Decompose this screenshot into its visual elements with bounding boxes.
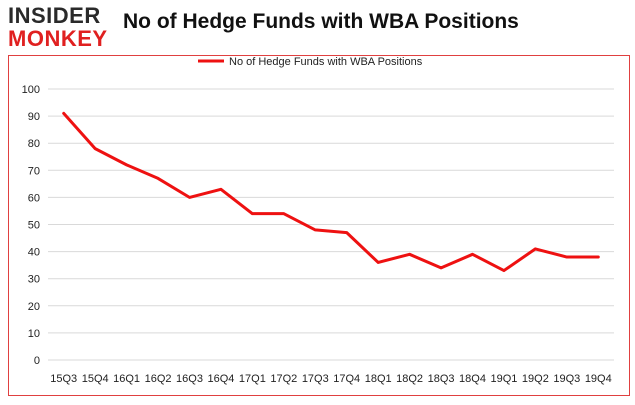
insider-monkey-logo: INSIDER MONKEY: [8, 5, 118, 53]
y-tick-label: 80: [28, 138, 40, 150]
data-point: [471, 253, 474, 256]
x-tick-label: 16Q4: [207, 373, 234, 385]
series-group: [62, 111, 600, 273]
x-tick-label: 17Q2: [270, 373, 297, 385]
y-tick-label: 30: [28, 274, 40, 286]
x-tick-label: 19Q1: [490, 373, 517, 385]
y-tick-label: 90: [28, 111, 40, 123]
data-point: [93, 147, 97, 150]
data-point: [156, 177, 160, 180]
x-tick-label: 18Q1: [365, 373, 392, 385]
x-tick-label: 15Q3: [50, 373, 77, 385]
y-axis-ticks: 0 10 20 30 40 50 60 70 80 90 100: [22, 84, 40, 367]
data-point: [534, 247, 537, 251]
data-point: [282, 212, 286, 215]
data-point: [408, 253, 411, 256]
x-tick-label: 16Q2: [145, 373, 172, 385]
y-tick-label: 20: [28, 301, 40, 313]
data-point: [502, 269, 506, 272]
x-tick-label: 18Q4: [459, 373, 486, 385]
data-point: [565, 255, 569, 259]
series-line: [62, 111, 600, 273]
data-point: [188, 196, 191, 199]
x-tick-label: 18Q3: [428, 373, 455, 385]
chart-title: No of Hedge Funds with WBA Positions: [123, 10, 519, 33]
data-point: [597, 255, 600, 259]
x-tick-label: 16Q3: [176, 373, 203, 385]
y-tick-label: 70: [28, 165, 40, 177]
y-tick-label: 10: [28, 328, 40, 340]
data-point: [314, 228, 317, 232]
x-tick-label: 19Q2: [522, 373, 549, 385]
y-tick-label: 0: [34, 355, 40, 367]
legend-label: No of Hedge Funds with WBA Positions: [229, 56, 423, 68]
y-tick-label: 40: [28, 247, 40, 259]
x-tick-label: 19Q3: [553, 373, 580, 385]
header: INSIDER MONKEY No of Hedge Funds with WB…: [0, 0, 635, 55]
logo-line-1: INSIDER: [8, 3, 101, 28]
x-tick-label: 16Q1: [113, 373, 140, 385]
x-tick-label: 18Q2: [396, 373, 423, 385]
data-point: [125, 163, 128, 167]
data-point: [62, 112, 65, 115]
y-tick-label: 50: [28, 220, 40, 232]
data-point: [376, 261, 380, 264]
chart-border: [8, 55, 630, 396]
legend: No of Hedge Funds with WBA Positions: [198, 56, 423, 68]
data-point: [439, 266, 443, 270]
x-tick-label: 17Q4: [333, 373, 360, 385]
data-point: [345, 231, 348, 234]
x-tick-label: 19Q4: [585, 373, 612, 385]
y-tick-label: 60: [28, 192, 40, 204]
x-tick-label: 17Q1: [239, 373, 266, 385]
x-tick-label: 17Q3: [302, 373, 329, 385]
x-tick-label: 15Q4: [82, 373, 109, 385]
data-point: [251, 212, 254, 215]
gridlines: [48, 88, 614, 361]
logo-line-2: MONKEY: [8, 26, 108, 51]
x-axis-ticks: 15Q3 15Q4 16Q1 16Q2 16Q3 16Q4 17Q1 17Q2 17Q3 17Q4…: [50, 373, 611, 385]
data-point: [219, 188, 223, 191]
y-tick-label: 100: [22, 84, 40, 96]
